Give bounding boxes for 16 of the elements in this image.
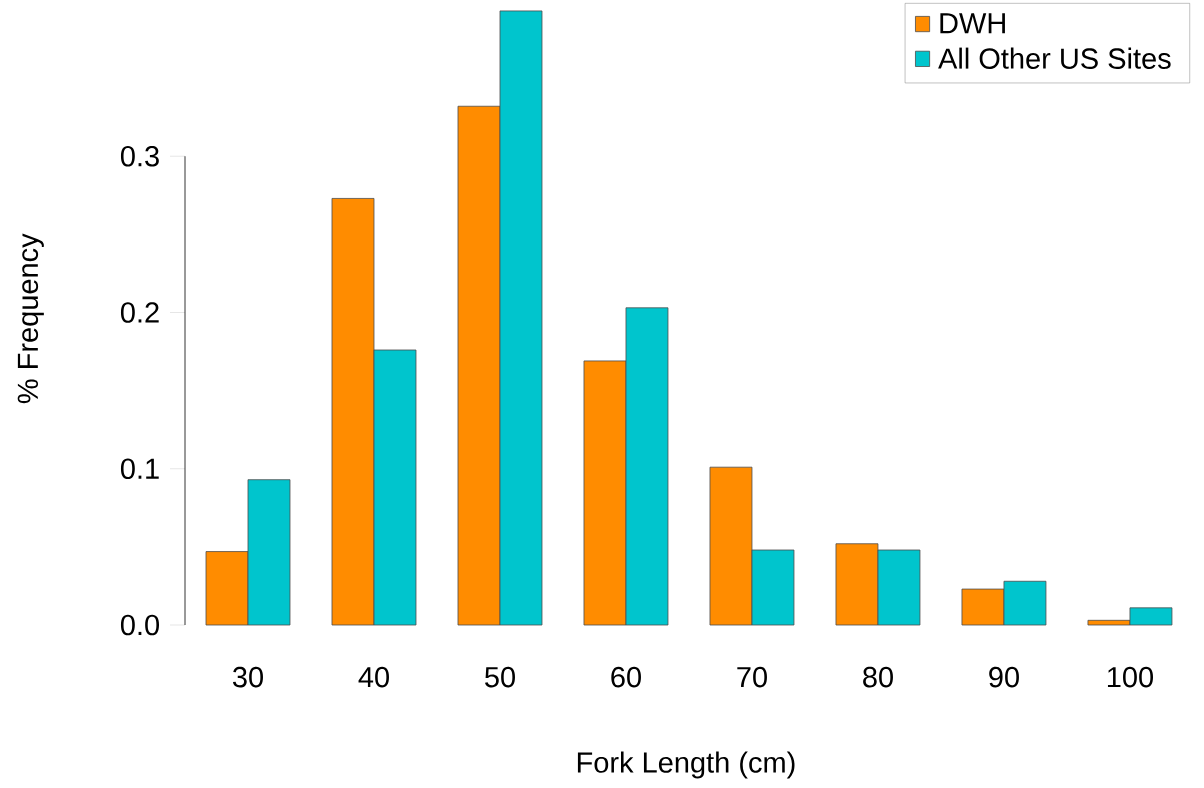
x-tick-label: 100	[1107, 666, 1154, 688]
legend-label: All Other US Sites	[938, 47, 1171, 69]
y-tick-label: 0.2	[120, 302, 159, 323]
x-axis-title: Fork Length (cm)	[577, 751, 795, 779]
y-tick-label: 0.0	[120, 614, 160, 636]
x-tick-label: 70	[737, 666, 767, 688]
x-tick-label: 50	[485, 666, 515, 688]
x-tick-label: 30	[232, 666, 263, 688]
x-tick-label: 60	[611, 666, 641, 688]
x-tick-label: 80	[863, 666, 893, 688]
y-tick-label: 0.1	[120, 458, 159, 480]
x-tick-label: 90	[989, 666, 1019, 688]
x-tick-label: 40	[358, 666, 389, 688]
y-axis-title: % Frequency	[17, 233, 44, 404]
y-tick-label: 0.3	[120, 145, 159, 167]
legend-label: DWH	[940, 13, 1005, 34]
